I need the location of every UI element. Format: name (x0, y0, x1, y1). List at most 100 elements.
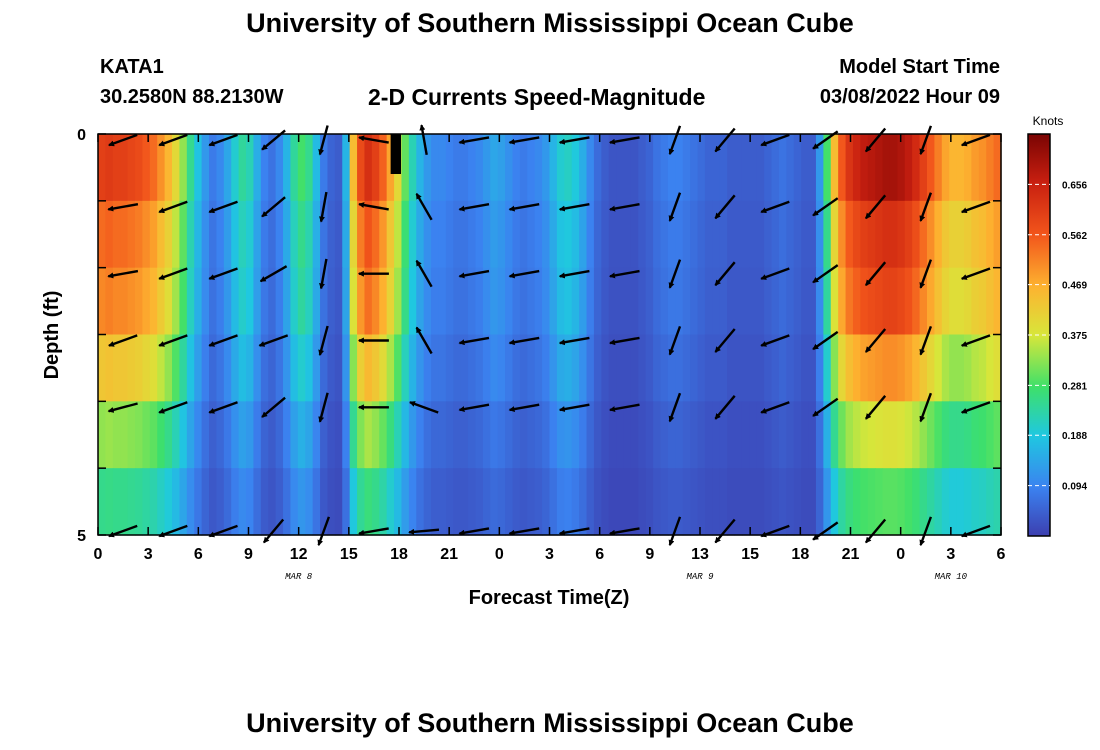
heatmap-cell (786, 334, 795, 402)
heatmap-cell (268, 468, 277, 536)
x-tick-label: 12 (290, 546, 308, 563)
heatmap-cell (460, 267, 469, 336)
heatmap-cell (727, 334, 736, 402)
heatmap-cell (253, 200, 262, 269)
heatmap-cell (490, 267, 499, 336)
heatmap-cell (127, 468, 136, 536)
heatmap-cell (209, 267, 218, 336)
heatmap-cell (172, 468, 181, 536)
heatmap-cell (978, 134, 987, 202)
heatmap-cell (926, 267, 935, 336)
heatmap-cell (431, 200, 440, 269)
heatmap-cell (238, 134, 247, 202)
heatmap-cell (793, 134, 802, 202)
heatmap-cell (431, 334, 440, 402)
heatmap-cell (778, 401, 787, 469)
heatmap-cell (556, 267, 565, 336)
heatmap-cell (364, 200, 373, 269)
heatmap-cell (512, 401, 521, 469)
heatmap-cell (653, 200, 662, 269)
heatmap-cell (157, 401, 166, 469)
heatmap-cell (808, 468, 817, 536)
heatmap-cell (512, 267, 521, 336)
heatmap-cell (260, 267, 269, 336)
heatmap-cell (801, 468, 810, 536)
current-arrow (864, 194, 887, 220)
heatmap-cell (889, 267, 898, 336)
heatmap-cell (290, 267, 299, 336)
heatmap-cell (756, 200, 765, 269)
heatmap-cell (135, 200, 144, 269)
heatmap-cell (786, 134, 795, 202)
heatmap-cell (527, 468, 536, 536)
heatmap-cell (719, 267, 728, 336)
heatmap-cell (564, 334, 573, 402)
heatmap-cell (201, 334, 210, 402)
heatmap-cell (630, 267, 639, 336)
current-arrow (919, 516, 933, 547)
heatmap-cell (231, 267, 240, 336)
heatmap-cell (601, 468, 610, 536)
heatmap-cell (675, 267, 684, 336)
heatmap-cell (949, 334, 958, 402)
current-arrow (760, 200, 790, 214)
heatmap-cell (275, 200, 284, 269)
heatmap-cell (845, 401, 854, 469)
heatmap-cell (926, 468, 935, 536)
heatmap-cell (268, 334, 277, 402)
heatmap-cell (875, 334, 884, 402)
heatmap-cell (112, 267, 121, 336)
heatmap-cell (209, 134, 218, 202)
heatmap-cell (231, 134, 240, 202)
heatmap-cell (897, 267, 906, 336)
current-vectors (107, 124, 991, 547)
heatmap-cell (297, 200, 306, 269)
heatmap-cell (312, 334, 321, 402)
heatmap-cell (815, 267, 824, 336)
x-tick-label: 15 (741, 546, 759, 563)
heatmap-cell (408, 200, 417, 269)
heatmap-cell (682, 334, 691, 402)
heatmap-cell (438, 200, 447, 269)
heatmap-cell (423, 200, 432, 269)
heatmap-cell (934, 334, 943, 402)
heatmap-cell (475, 134, 484, 202)
heatmap-cell (394, 468, 403, 536)
current-arrow (919, 259, 933, 289)
heatmap-cell (98, 200, 106, 269)
heatmap-cell (135, 134, 144, 202)
x-tick-label: 0 (94, 546, 103, 563)
heatmap-cell (223, 468, 232, 536)
heatmap-cell (690, 468, 699, 536)
heatmap-cell (793, 334, 802, 402)
heatmap-cell (734, 334, 743, 402)
heatmap-cell (357, 334, 366, 402)
heatmap-cell (993, 200, 1002, 269)
heatmap-cell (756, 267, 765, 336)
heatmap-cell (534, 134, 543, 202)
heatmap-cell (741, 334, 750, 402)
heatmap-cell (468, 401, 477, 469)
heatmap-cell (357, 468, 366, 536)
heatmap-cell (571, 200, 580, 269)
heatmap-cell (830, 200, 839, 269)
heatmap-cell (268, 134, 277, 202)
heatmap-cell (912, 267, 921, 336)
heatmap-cell (764, 468, 773, 536)
heatmap-cell (904, 401, 913, 469)
heatmap-cell (453, 401, 462, 469)
heatmap-cell (926, 401, 935, 469)
heatmap-cell (312, 267, 321, 336)
heatmap-cell (630, 200, 639, 269)
current-arrow (259, 265, 288, 283)
heatmap-cell (815, 334, 824, 402)
heatmap-cell (601, 134, 610, 202)
heatmap-cell (579, 468, 588, 536)
current-arrow (919, 325, 933, 356)
x-tick-label: 21 (440, 546, 458, 563)
heatmap-cell (749, 468, 758, 536)
heatmap-cell (371, 267, 380, 336)
heatmap-cell (312, 134, 321, 202)
heatmap-cell (334, 200, 343, 269)
heatmap-cell (727, 267, 736, 336)
